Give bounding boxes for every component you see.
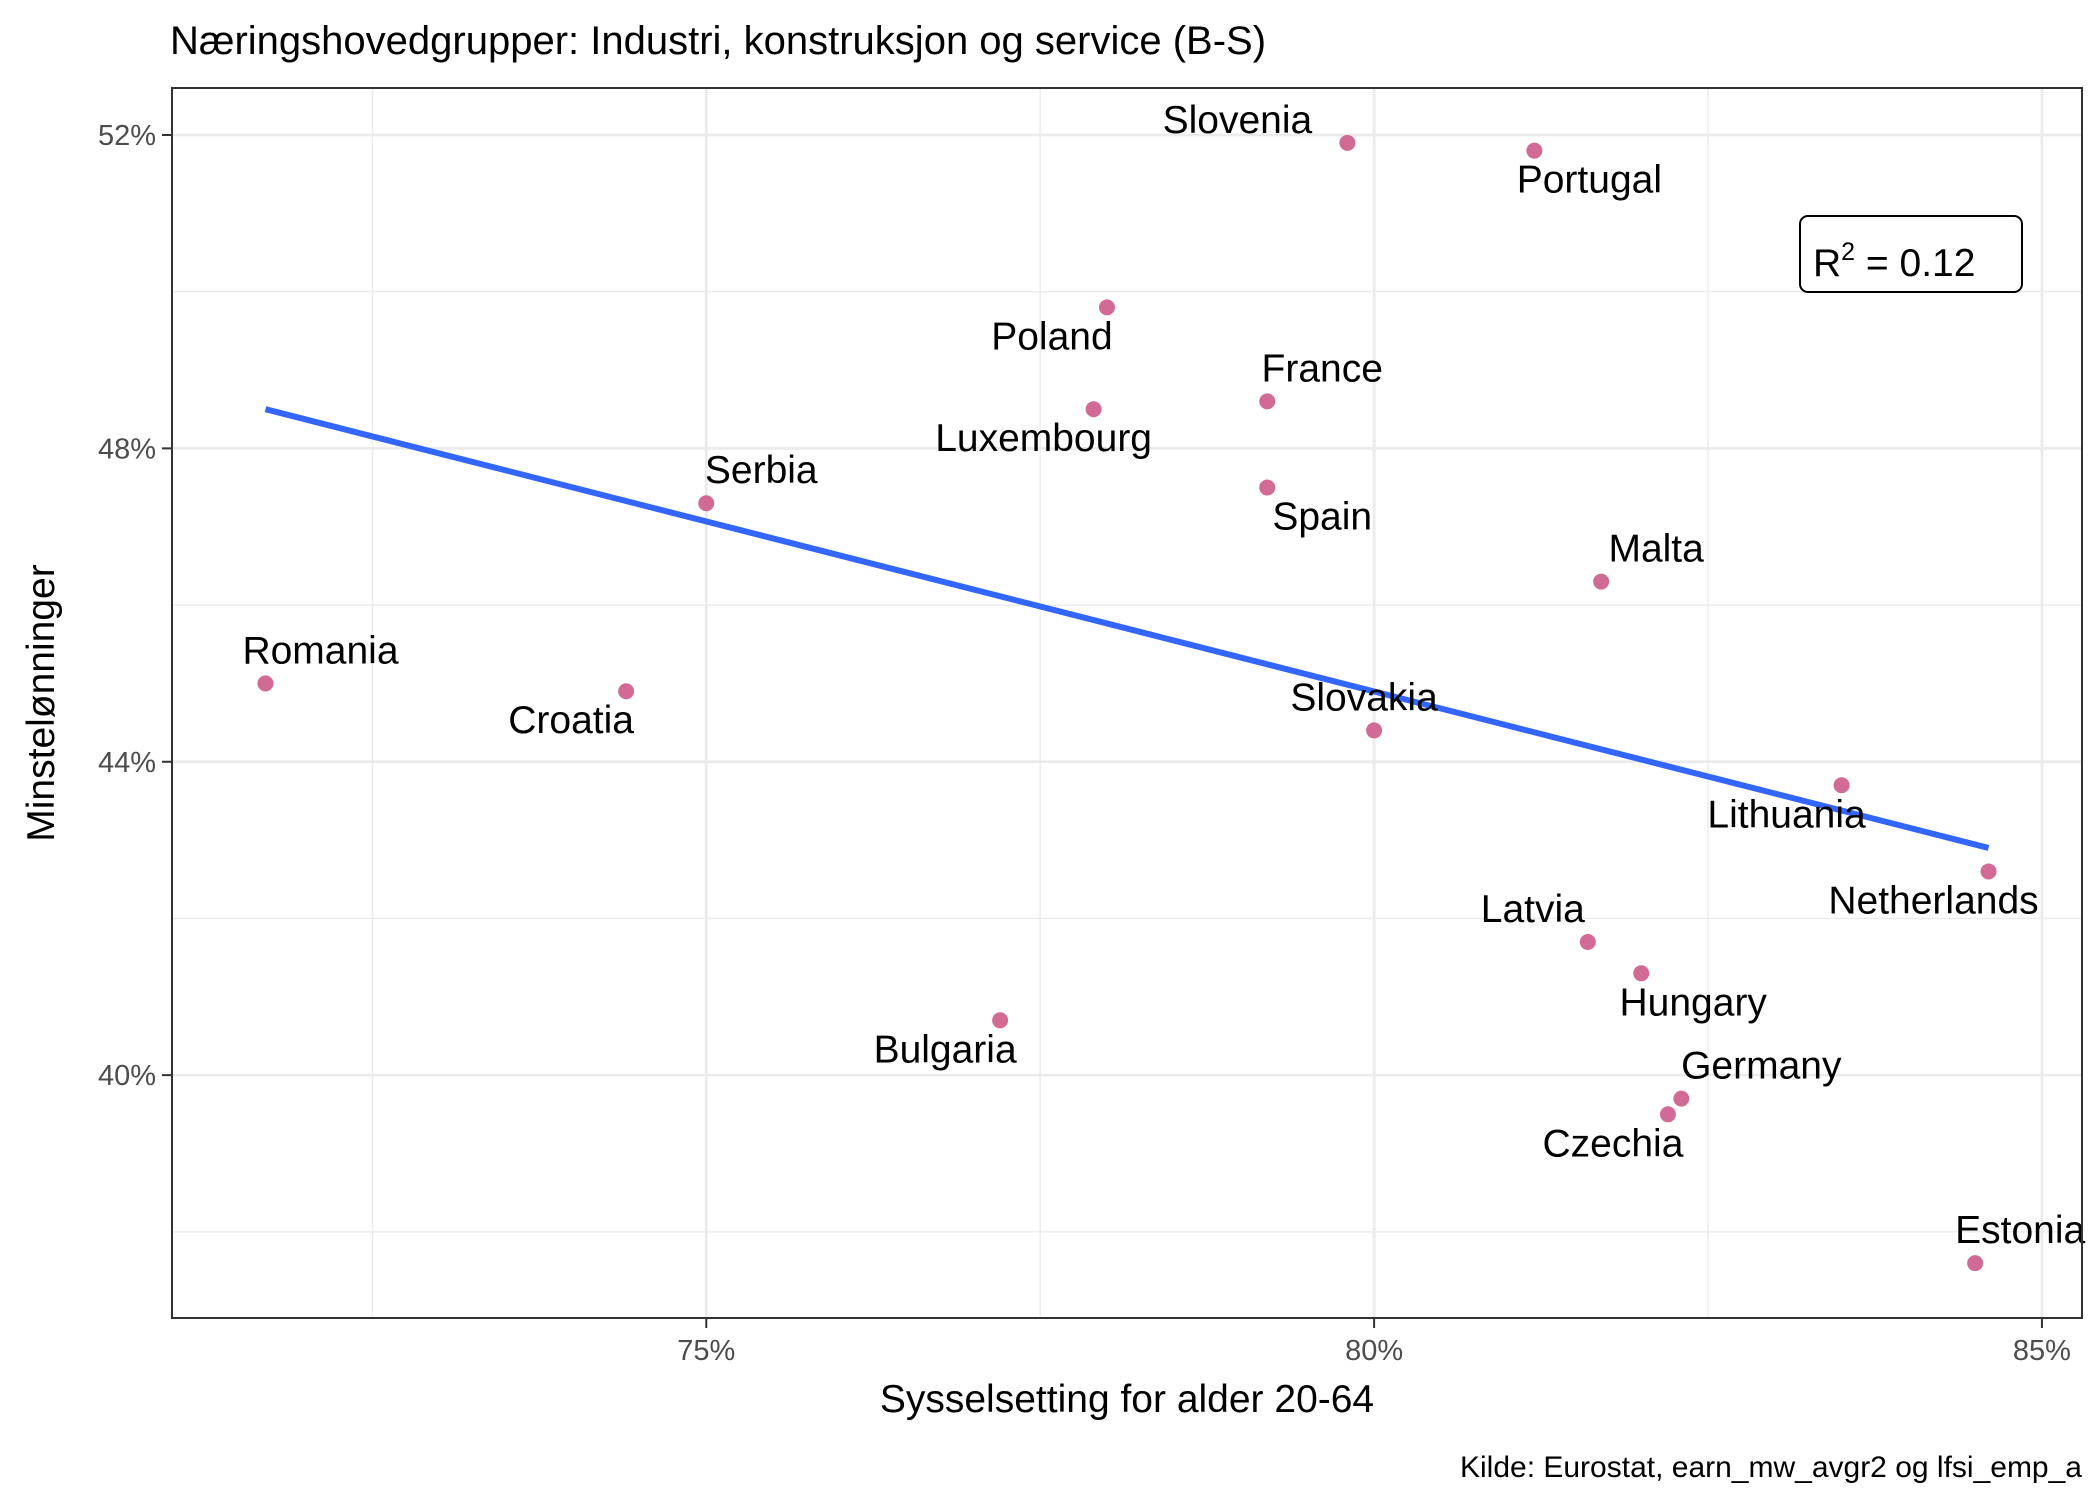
r-squared-value: = 0.12 <box>1855 242 1975 285</box>
data-point <box>1593 573 1610 590</box>
point-label: Romania <box>242 629 398 672</box>
x-tick-label: 75% <box>677 1335 735 1367</box>
point-label: Portugal <box>1517 159 1662 202</box>
axis-ticks: 75% 80% 85% 40% 44% 48% 52% <box>98 120 2071 1367</box>
data-point <box>257 675 274 692</box>
points-layer <box>257 134 1997 1272</box>
point-label: Netherlands <box>1828 879 2038 922</box>
data-point <box>1833 777 1850 794</box>
y-tick-label: 52% <box>98 120 156 152</box>
data-point <box>1659 1106 1676 1123</box>
data-point <box>1967 1255 1984 1272</box>
point-label: Czechia <box>1542 1122 1683 1165</box>
chart-title: Næringshovedgrupper: Industri, konstruks… <box>170 19 1266 63</box>
point-label: Luxembourg <box>935 417 1152 460</box>
data-point <box>1366 722 1383 739</box>
point-label: Bulgaria <box>874 1028 1017 1071</box>
data-point <box>1579 933 1596 950</box>
point-label: Germany <box>1681 1045 1842 1088</box>
y-axis-title: Minstelønninger <box>20 564 63 841</box>
data-point <box>1339 134 1356 151</box>
grid <box>172 88 2082 1318</box>
plot-panel-border <box>171 87 2083 1319</box>
data-point <box>1526 142 1543 159</box>
r-squared-superscript: 2 <box>1841 238 1855 266</box>
plot-background <box>172 88 2082 1318</box>
point-labels-layer: Slovenia Portugal Poland France Luxembourg Sp… <box>242 99 2085 1252</box>
r-squared-box <box>1799 215 2023 293</box>
point-label: Malta <box>1608 528 1704 571</box>
point-label: Lithuania <box>1707 793 1866 836</box>
r-squared-annotation: R2 = 0.12 <box>1799 215 2023 293</box>
trend-line-layer <box>264 406 1990 851</box>
data-point <box>1259 479 1276 496</box>
data-point <box>992 1012 1009 1029</box>
data-point <box>698 495 715 512</box>
x-tick-label: 85% <box>2013 1335 2071 1367</box>
point-label: Serbia <box>705 449 818 492</box>
data-point <box>618 683 635 700</box>
data-point <box>1633 965 1650 982</box>
point-label: Croatia <box>508 699 634 742</box>
point-label: Slovenia <box>1163 99 1313 142</box>
data-point <box>1085 401 1102 418</box>
point-label: Latvia <box>1481 888 1585 931</box>
r-squared-base: R <box>1813 242 1841 285</box>
point-label: Hungary <box>1620 981 1768 1024</box>
y-tick-label: 48% <box>98 433 156 465</box>
y-tick-label: 40% <box>98 1060 156 1092</box>
x-axis-title: Sysselsetting for alder 20-64 <box>880 1378 1374 1421</box>
y-tick-label: 44% <box>98 747 156 779</box>
data-point <box>1980 863 1997 880</box>
point-label: Slovakia <box>1290 676 1438 719</box>
source-caption: Kilde: Eurostat, earn_mw_avgr2 og lfsi_e… <box>1460 1451 2082 1484</box>
data-point <box>1673 1090 1690 1107</box>
r-squared-label: R2 = 0.12 <box>1813 238 1975 285</box>
data-point <box>1259 393 1276 410</box>
point-label: Spain <box>1272 496 1372 539</box>
point-label: Poland <box>991 315 1112 358</box>
point-label: France <box>1262 347 1383 390</box>
trend-line <box>264 406 1990 851</box>
data-point <box>1098 299 1115 316</box>
point-label: Estonia <box>1955 1209 2085 1252</box>
x-tick-label: 80% <box>1345 1335 1403 1367</box>
